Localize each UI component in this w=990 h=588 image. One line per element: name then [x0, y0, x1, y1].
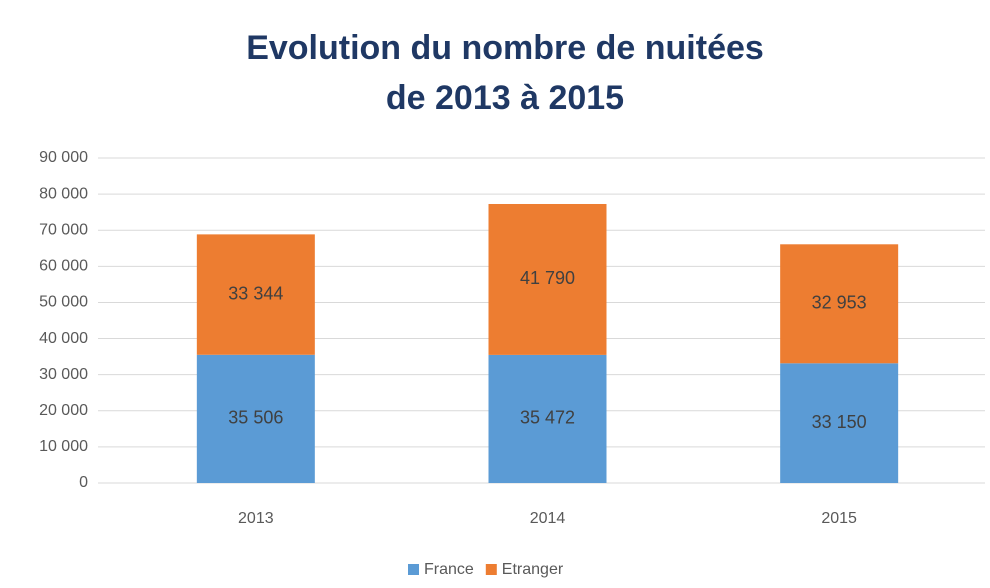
y-tick-label: 60 000 — [39, 258, 88, 275]
bar-segment — [488, 203, 607, 355]
bar-segment — [780, 244, 899, 364]
x-tick-label: 2015 — [821, 510, 857, 527]
y-tick-label: 30 000 — [39, 366, 88, 383]
y-tick-label: 10 000 — [39, 438, 88, 455]
data-label: 35 506 — [228, 408, 283, 428]
data-label: 35 472 — [520, 408, 575, 428]
x-tick-label: 2013 — [238, 510, 274, 527]
y-tick-label: 80 000 — [39, 185, 88, 202]
x-tick-label: 2014 — [530, 510, 566, 527]
data-label: 32 953 — [812, 293, 867, 313]
legend-swatch — [408, 564, 419, 575]
y-tick-label: 0 — [79, 474, 88, 491]
y-tick-label: 70 000 — [39, 221, 88, 238]
legend-label: France — [424, 561, 474, 578]
y-tick-label: 20 000 — [39, 402, 88, 419]
data-label: 33 344 — [228, 283, 283, 303]
data-label: 41 790 — [520, 268, 575, 288]
bar-segment — [488, 354, 607, 483]
y-tick-label: 50 000 — [39, 294, 88, 311]
data-label: 33 150 — [812, 412, 867, 432]
bar-segment — [780, 363, 899, 483]
chart-title: Evolution du nombre de nuitées — [246, 29, 764, 67]
bar-segment — [196, 234, 315, 355]
y-tick-label: 90 000 — [39, 149, 88, 166]
legend-label: Etranger — [502, 561, 564, 578]
bar-segment — [196, 354, 315, 483]
legend-swatch — [485, 564, 497, 575]
y-tick-label: 40 000 — [39, 330, 88, 347]
chart-title: de 2013 à 2015 — [386, 79, 624, 117]
